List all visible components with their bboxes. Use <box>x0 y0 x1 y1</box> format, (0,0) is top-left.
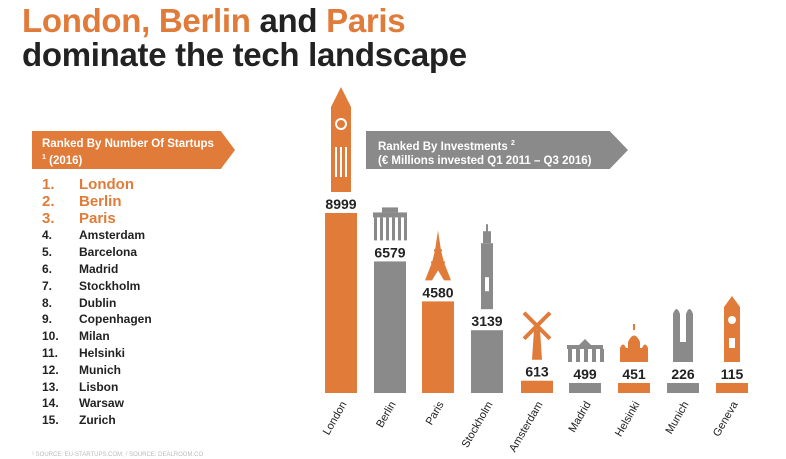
rank-number: 1. <box>42 176 55 193</box>
rank-number: 3. <box>42 209 55 227</box>
rank-number: 12. <box>42 362 59 377</box>
rank-number: 10. <box>42 329 59 344</box>
title-highlight-cities: London, Berlin <box>22 2 251 39</box>
windmill-icon <box>522 311 552 360</box>
eiffel-tower-icon <box>425 230 451 281</box>
value-label: 499 <box>573 366 597 382</box>
rank-city: Lisbon <box>79 379 119 394</box>
rank-city: Stockholm <box>79 278 141 293</box>
category-label: Stockholm <box>460 400 496 450</box>
rank-city: Milan <box>79 329 110 344</box>
bar-stockholm <box>471 330 503 393</box>
bar-geneva <box>716 383 748 393</box>
rank-number: 11. <box>42 345 59 360</box>
value-label: 613 <box>525 364 549 380</box>
bar-amsterdam <box>521 380 553 393</box>
page-title: London, Berlin and Paris dominate the te… <box>22 4 467 72</box>
helsinki-cathedral-icon <box>620 324 648 362</box>
rank-number: 4. <box>42 228 53 243</box>
startups-banner-footnote-mark: 1 <box>42 154 46 161</box>
rank-city: Zurich <box>79 413 116 428</box>
list-item: 11. Helsinki <box>42 345 152 362</box>
alcala-gate-icon <box>567 339 604 362</box>
category-label: Munich <box>663 400 691 437</box>
list-item: 3. Paris <box>42 209 152 228</box>
rank-number: 8. <box>42 295 53 310</box>
value-label: 6579 <box>374 244 405 260</box>
rank-number: 5. <box>42 245 53 260</box>
value-label: 115 <box>721 366 744 382</box>
list-item: 6. Madrid <box>42 261 152 278</box>
rank-number: 13. <box>42 379 59 394</box>
rank-city: Warsaw <box>79 396 124 411</box>
title-highlight-paris: Paris <box>326 2 406 39</box>
rank-city: Copenhagen <box>79 312 152 327</box>
big-ben-icon <box>331 87 351 192</box>
rank-number: 14. <box>42 396 59 411</box>
rank-number: 9. <box>42 312 53 327</box>
rank-number: 6. <box>42 261 53 276</box>
category-label: Helsinki <box>613 400 643 439</box>
startup-ranking-list: 1. London 2. Berlin 3. Paris 4. Amsterdam 5.… <box>42 176 152 429</box>
rank-city: Munich <box>79 362 121 377</box>
investments-ranking-banner: Ranked By Investments 2 (€ Millions inve… <box>366 131 628 169</box>
bar-london <box>325 213 357 393</box>
brandenburg-gate-icon <box>373 207 407 241</box>
rank-city: London <box>79 176 134 193</box>
list-item: 2. Berlin <box>42 192 152 211</box>
investments-banner-footnote-mark: 2 <box>510 140 515 147</box>
list-item: 4. Amsterdam <box>42 227 152 244</box>
rank-number: 7. <box>42 278 53 293</box>
list-item: 8. Dublin <box>42 295 152 312</box>
rank-city: Berlin <box>79 192 122 210</box>
title-line2: dominate the tech landscape <box>22 36 467 73</box>
category-label: London <box>321 400 350 438</box>
startups-ranking-banner: Ranked By Number Of Startups 1 (2016) <box>32 131 235 169</box>
startups-banner-text: Ranked By Number Of Startups <box>42 138 214 150</box>
list-item: 7. Stockholm <box>42 278 152 295</box>
list-item: 13. Lisbon <box>42 379 152 396</box>
investments-banner-line2: (€ Millions invested Q1 2011 – Q3 2016) <box>378 154 592 167</box>
list-item: 14. Warsaw <box>42 395 152 412</box>
stockholm-tower-icon <box>481 224 493 310</box>
rank-city: Helsinki <box>79 345 126 360</box>
startups-banner-year: (2016) <box>49 154 83 167</box>
investments-banner-line1: Ranked By Investments <box>378 140 508 153</box>
list-item: 12. Munich <box>42 362 152 379</box>
bar-helsinki <box>618 383 650 393</box>
rank-number: 2. <box>42 192 55 210</box>
list-item: 5. Barcelona <box>42 244 152 261</box>
geneva-clock-tower-icon <box>724 296 740 362</box>
value-label: 451 <box>622 366 646 382</box>
rank-city: Barcelona <box>79 245 138 260</box>
value-label: 226 <box>671 366 695 382</box>
bar-berlin <box>374 261 406 393</box>
rank-city: Amsterdam <box>79 228 146 243</box>
rank-city: Dublin <box>79 295 117 310</box>
value-label: 4580 <box>422 284 453 300</box>
list-item: 15. Zurich <box>42 412 152 429</box>
rank-city: Paris <box>79 209 116 227</box>
bar-paris <box>422 301 454 393</box>
category-label: Berlin <box>374 400 398 430</box>
bar-munich <box>667 383 699 393</box>
list-item: 10. Milan <box>42 328 152 345</box>
frauenkirche-icon <box>673 309 693 362</box>
category-label: Geneva <box>711 399 741 439</box>
value-label: 8999 <box>325 196 356 212</box>
category-label: Amsterdam <box>507 400 546 455</box>
rank-city: Madrid <box>79 261 119 276</box>
bar-madrid <box>569 383 601 393</box>
category-label: Paris <box>424 399 447 427</box>
list-item: 9. Copenhagen <box>42 311 152 328</box>
title-and: and <box>250 2 327 39</box>
category-label: Madrid <box>566 400 593 435</box>
list-item: 1. London <box>42 176 152 194</box>
footnote: ¹ SOURCE: EU-STARTUPS.COM; ² SOURCE: DEA… <box>32 452 204 458</box>
rank-number: 15. <box>42 413 59 428</box>
value-label: 3139 <box>471 313 502 329</box>
